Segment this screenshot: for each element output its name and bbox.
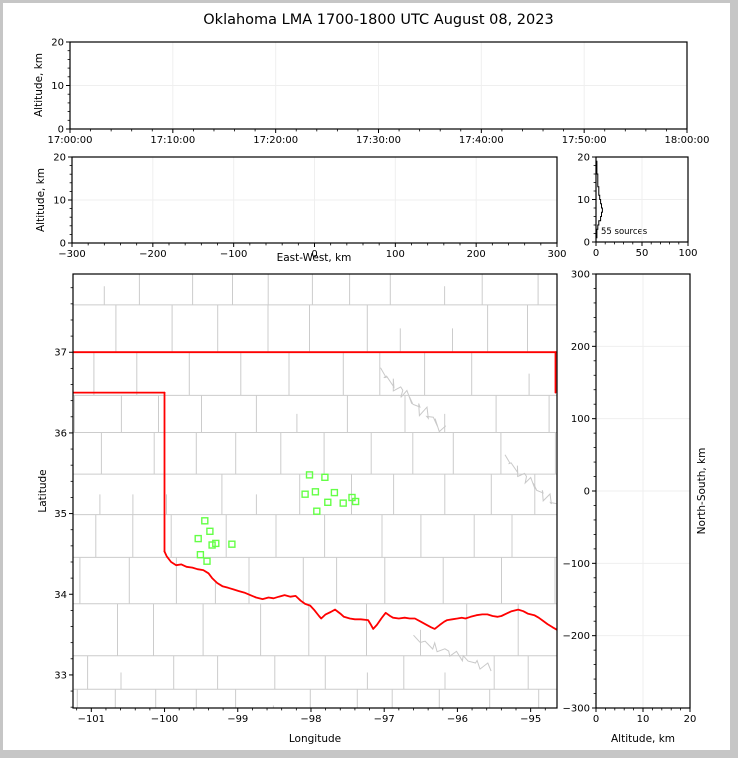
map-ylabel: Latitude (37, 469, 49, 513)
map-xlabel: Longitude (288, 733, 342, 745)
ns-height-ylabel: North-South, km (696, 447, 708, 535)
time-height-ylabel: Altitude, km (33, 52, 45, 118)
ew-height-ylabel: Altitude, km (35, 167, 47, 233)
ew-height-xlabel: East-West, km (276, 252, 352, 264)
plot-canvas (3, 3, 730, 750)
ns-height-xlabel: Altitude, km (610, 733, 676, 745)
figure-title: Oklahoma LMA 1700-1800 UTC August 08, 20… (203, 12, 554, 28)
sources-count-label: 55 sources (601, 227, 648, 237)
